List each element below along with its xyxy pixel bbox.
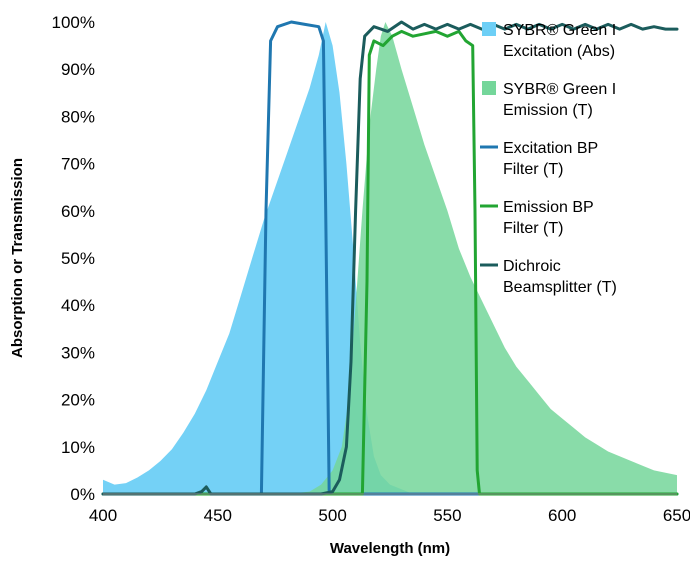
y-tick-label: 10% xyxy=(61,438,95,457)
x-tick-label: 650 xyxy=(663,506,690,525)
x-tick-labels: 400 450 500 550 600 650 xyxy=(89,506,690,525)
y-tick-label: 100% xyxy=(52,13,95,32)
y-tick-label: 60% xyxy=(61,202,95,221)
y-tick-label: 20% xyxy=(61,391,95,410)
x-tick-label: 500 xyxy=(318,506,346,525)
y-tick-label: 90% xyxy=(61,60,95,79)
legend-item-sybr-green-i-emission-t: SYBR® Green I Emission (T) xyxy=(482,81,616,119)
area-sybr-green-i-excitation-abs xyxy=(103,22,413,494)
x-tick-label: 400 xyxy=(89,506,117,525)
line-excitation-bp-filter-t xyxy=(101,20,679,496)
legend-item-emission-bp-filter-t: Emission BP Filter (T) xyxy=(480,199,594,237)
legend-item-excitation-bp-filter-t: Excitation BP Filter (T) xyxy=(480,140,598,178)
plot-lines xyxy=(101,20,679,496)
legend-label: Dichroic xyxy=(503,258,561,275)
y-tick-label: 40% xyxy=(61,296,95,315)
plot-areas xyxy=(103,22,677,494)
legend-label: Filter (T) xyxy=(503,161,563,178)
x-tick-label: 600 xyxy=(548,506,576,525)
y-tick-label: 0% xyxy=(70,485,95,504)
y-tick-label: 80% xyxy=(61,107,95,126)
legend-label: SYBR® Green I xyxy=(503,22,616,39)
legend-label: Excitation BP xyxy=(503,140,598,157)
legend-label: Emission (T) xyxy=(503,102,593,119)
legend-label: Filter (T) xyxy=(503,220,563,237)
area-sybr-green-i-emission-t xyxy=(286,22,677,494)
legend-label: Emission BP xyxy=(503,199,594,216)
x-tick-label: 450 xyxy=(204,506,232,525)
y-tick-label: 50% xyxy=(61,249,95,268)
legend-label: Beamsplitter (T) xyxy=(503,279,617,296)
legend-item-dichroic-beamsplitter-t: Dichroic Beamsplitter (T) xyxy=(480,258,617,296)
y-tick-labels: 0% 10% 20% 30% 40% 50% 60% 70% 80% 90% 100% xyxy=(52,13,95,504)
y-tick-label: 70% xyxy=(61,155,95,174)
legend-swatch xyxy=(482,22,496,36)
y-tick-label: 30% xyxy=(61,343,95,362)
legend-label: SYBR® Green I xyxy=(503,81,616,98)
legend-swatch xyxy=(482,81,496,95)
y-axis-title: Absorption or Transmission xyxy=(9,158,26,358)
line-dichroic-beamsplitter-t xyxy=(101,20,679,496)
legend-label: Excitation (Abs) xyxy=(503,43,615,60)
x-axis-title: Wavelength (nm) xyxy=(330,540,450,557)
legend-item-sybr-green-i-excitation-abs: SYBR® Green I Excitation (Abs) xyxy=(482,22,616,60)
x-tick-label: 550 xyxy=(433,506,461,525)
line-emission-bp-filter-t xyxy=(101,29,679,496)
